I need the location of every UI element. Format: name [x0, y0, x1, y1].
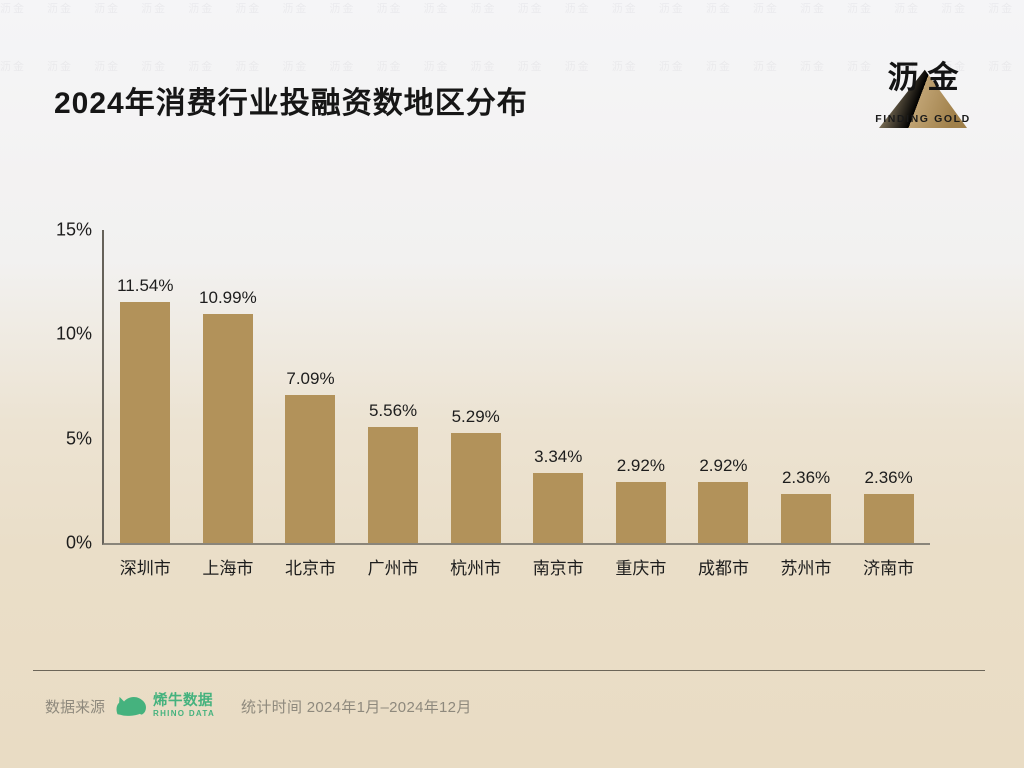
- bar: [863, 493, 914, 543]
- x-axis-category-label: 济南市: [863, 559, 915, 578]
- x-axis-category-label: 南京市: [532, 559, 584, 578]
- brand-logo: 沥金 FINDING GOLD: [872, 60, 974, 138]
- x-axis-category-label: 深圳市: [119, 559, 171, 578]
- bar-value-label: 5.56%: [368, 400, 418, 420]
- bar-value-label: 5.29%: [451, 406, 500, 426]
- gold-pyramid-icon: [879, 69, 967, 128]
- x-axis-category-label: 北京市: [284, 559, 336, 578]
- x-axis-category-label: 上海市: [202, 559, 254, 578]
- footer-divider: [33, 670, 985, 671]
- bar: [450, 432, 501, 543]
- x-axis-category-label: 重庆市: [615, 559, 667, 578]
- bar-group: 3.34% 南京市: [517, 230, 600, 578]
- bar-group: 2.36% 苏州市: [765, 230, 848, 578]
- y-axis-tick-label: 10%: [55, 323, 92, 344]
- bar: [533, 473, 584, 543]
- bar-group: 10.99% 上海市: [187, 230, 270, 578]
- brand-tagline: FINDING GOLD: [875, 113, 971, 125]
- plot-area: 15% 10% 5% 0% 11.54% 深圳市 10.99% 上海市 7.09% 北京市 5.56…: [56, 220, 930, 578]
- bar: [285, 395, 336, 543]
- stat-time-label: 统计时间 2024年1月–2024年12月: [241, 698, 472, 716]
- x-axis-category-label: 成都市: [697, 559, 749, 578]
- bar-group: 2.36% 济南市: [847, 230, 930, 578]
- rhino-data-logo: 烯牛数据 RHINO DATA: [115, 693, 215, 719]
- page-title: 2024年消费行业投融资数地区分布: [54, 87, 528, 120]
- source-subname: RHINO DATA: [153, 709, 216, 719]
- bar-group: 7.09% 北京市: [269, 230, 352, 578]
- bar-value-label: 2.36%: [781, 467, 831, 487]
- bar: [781, 493, 832, 543]
- y-axis-tick-label: 0%: [65, 532, 92, 553]
- bar-chart: 15% 10% 5% 0% 11.54% 深圳市 10.99% 上海市 7.09% 北京市 5.56…: [56, 220, 930, 578]
- y-axis-tick-label: 5%: [65, 428, 92, 449]
- bar: [698, 482, 749, 543]
- x-axis-category-label: 杭州市: [450, 559, 502, 578]
- bar-group: 2.92% 重庆市: [600, 230, 683, 578]
- bar-value-label: 11.54%: [117, 276, 174, 296]
- bar-value-label: 2.92%: [616, 456, 665, 476]
- source-name: 烯牛数据: [153, 692, 214, 709]
- bar-value-label: 2.92%: [699, 456, 748, 476]
- bar-group: 2.92% 成都市: [682, 230, 765, 578]
- y-axis-tick-label: 15%: [55, 219, 92, 240]
- bar-value-label: 3.34%: [534, 447, 583, 467]
- footer: 数据来源 烯牛数据 RHINO DATA 统计时间 2024年1月–2024年1…: [45, 690, 472, 722]
- bar: [202, 313, 253, 543]
- bar: [368, 426, 419, 543]
- watermark-row: 沥金 沥金 沥金 沥金 沥金 沥金 沥金 沥金 沥金 沥金 沥金 沥金 沥金 沥…: [0, 3, 1024, 15]
- bar-value-label: 2.36%: [864, 467, 913, 487]
- bar: [615, 482, 666, 543]
- bar-value-label: 7.09%: [286, 369, 335, 389]
- bar-group: 11.54% 深圳市: [104, 230, 187, 578]
- x-axis-category-label: 广州市: [367, 559, 419, 578]
- bar-group: 5.56% 广州市: [352, 230, 435, 578]
- source-label: 数据来源: [45, 698, 106, 716]
- bar-group: 5.29% 杭州市: [434, 230, 517, 578]
- brand-name: 沥金: [887, 60, 968, 95]
- rhino-icon: [116, 696, 146, 716]
- x-axis-category-label: 苏州市: [780, 559, 832, 578]
- watermark-row: 沥金 沥金 沥金 沥金 沥金 沥金 沥金 沥金 沥金 沥金 沥金 沥金 沥金 沥…: [0, 61, 1024, 73]
- bar: [120, 302, 171, 543]
- bar-value-label: 10.99%: [199, 287, 257, 307]
